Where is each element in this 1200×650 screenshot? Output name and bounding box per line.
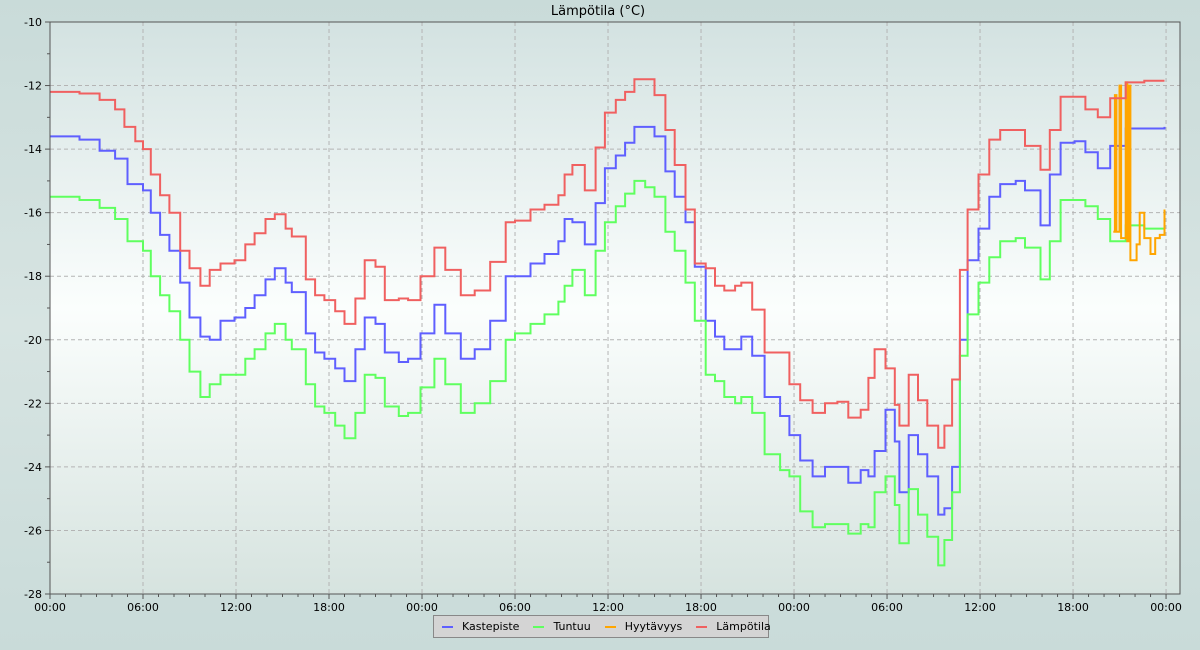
y-tick-label: -26: [24, 524, 42, 537]
x-tick-label: 18:00: [1057, 601, 1089, 614]
legend-item: Tuntuu: [533, 620, 591, 633]
legend-item: Lämpötila: [696, 620, 771, 633]
y-tick-label: -16: [24, 207, 42, 220]
series-line-lämpötila: [50, 78, 1165, 449]
legend-item: Kastepiste: [442, 620, 519, 633]
x-tick-label: 00:00: [34, 601, 66, 614]
x-tick-label: 06:00: [871, 601, 903, 614]
series-line-hyytävyys: [1113, 81, 1166, 262]
legend-label: Tuntuu: [553, 620, 591, 633]
legend: Kastepiste Tuntuu Hyytävyys Lämpötila: [433, 615, 771, 638]
legend-item: Hyytävyys: [604, 620, 683, 633]
legend-swatch: [604, 625, 616, 628]
y-tick-label: -18: [24, 270, 42, 283]
y-tick-label: -20: [24, 334, 42, 347]
legend-swatch: [442, 625, 453, 628]
x-tick-label: 06:00: [127, 601, 159, 614]
y-tick-label: -28: [24, 588, 42, 601]
series-line-tuntuu: [50, 179, 1166, 567]
legend-swatch: [696, 625, 708, 628]
x-tick-label: 00:00: [406, 601, 438, 614]
legend-swatch: [533, 625, 545, 628]
x-tick-label: 18:00: [685, 601, 717, 614]
x-tick-label: 12:00: [964, 601, 996, 614]
x-tick-label: 12:00: [220, 601, 252, 614]
y-tick-label: -12: [24, 80, 42, 93]
y-tick-label: -24: [24, 461, 42, 474]
x-tick-label: 06:00: [499, 601, 531, 614]
x-tick-label: 00:00: [1150, 601, 1182, 614]
legend-label: Kastepiste: [462, 620, 520, 633]
legend-label: Hyytävyys: [624, 620, 683, 633]
series-line-kastepiste: [50, 125, 1166, 516]
chart-title: Lämpötila (°C): [551, 4, 645, 19]
plot-area: [50, 22, 1180, 594]
y-tick-label: -14: [24, 143, 42, 156]
y-tick-label: -22: [24, 397, 42, 410]
x-tick-label: 18:00: [313, 601, 345, 614]
x-tick-label: 00:00: [778, 601, 810, 614]
x-tick-label: 12:00: [592, 601, 624, 614]
legend-label: Lämpötila: [716, 620, 771, 633]
y-tick-label: -10: [24, 16, 42, 29]
